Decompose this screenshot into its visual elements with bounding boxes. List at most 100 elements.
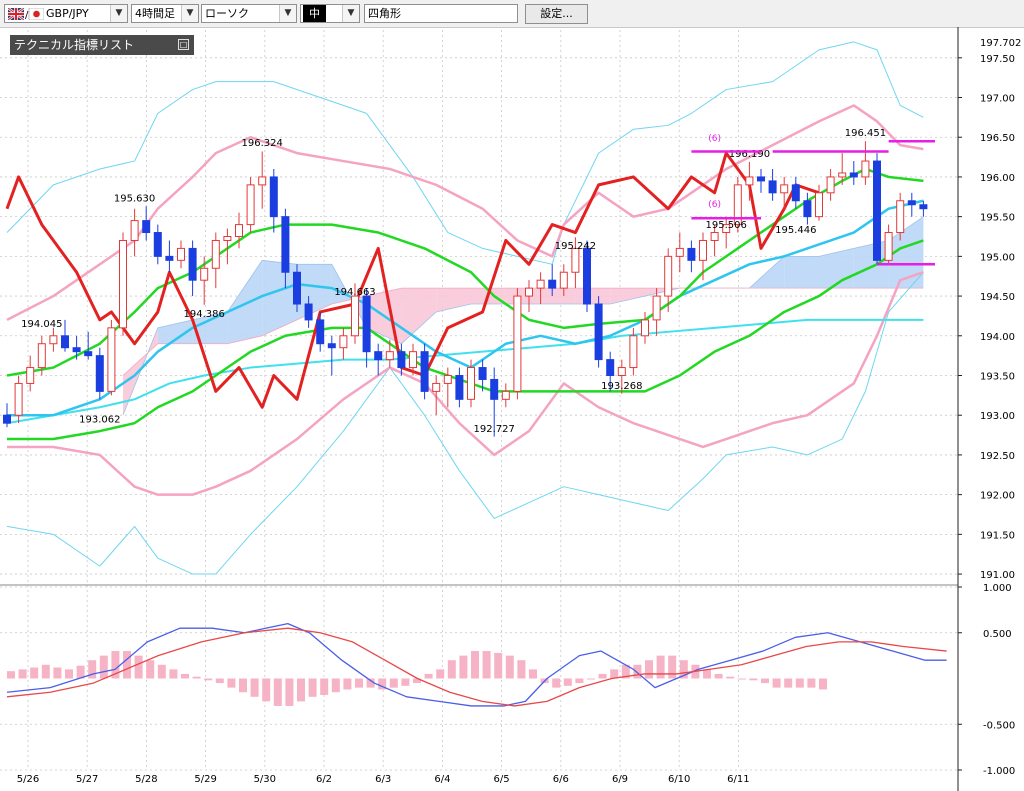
- chart-grid: [0, 30, 958, 771]
- cloud-span-a: [122, 216, 924, 416]
- price-chart[interactable]: 194.045 193.062 195.630 194.386 196.324 194.6…: [0, 27, 1024, 791]
- cloud-segment: [436, 288, 471, 312]
- candle-body: [490, 378, 499, 400]
- price-tick-label: 192.00: [980, 491, 1015, 502]
- histogram-bar: [563, 678, 572, 686]
- price-tick-label: 197.00: [980, 94, 1015, 105]
- candle-body: [95, 355, 104, 392]
- timeframe-select[interactable]: 4時間足 ▼: [131, 4, 199, 23]
- histogram-bar: [761, 678, 769, 684]
- price-annotation: 193.062: [79, 414, 120, 425]
- macd-tick-label: 0.500: [983, 629, 1012, 640]
- candle-body: [559, 271, 568, 289]
- drawing-tool-field[interactable]: 四角形: [364, 4, 518, 23]
- cloud-segment: [610, 288, 645, 305]
- histogram-bar: [482, 651, 491, 679]
- candle-body: [652, 295, 661, 321]
- candle-body: [849, 172, 858, 178]
- settings-button[interactable]: 設定...: [525, 4, 588, 24]
- candle-body: [838, 172, 847, 178]
- histogram-bar: [378, 678, 387, 690]
- date-label: 6/6: [553, 774, 569, 785]
- histogram-bar: [447, 660, 456, 679]
- histogram-bar: [749, 678, 758, 681]
- bollinger-upper-1: [6, 104, 924, 322]
- histogram-bar: [331, 678, 340, 693]
- bollinger-lower-1: [7, 271, 924, 496]
- cloud-segment: [575, 288, 611, 305]
- price-tick-label: 193.50: [980, 371, 1015, 382]
- candle-body: [258, 176, 267, 186]
- chevron-down-icon[interactable]: ▼: [110, 5, 127, 22]
- candle-body: [641, 319, 649, 337]
- indicator-list-panel[interactable]: テクニカル指標リスト □: [10, 35, 194, 55]
- candle-body: [304, 303, 313, 321]
- histogram-bar: [239, 678, 247, 693]
- histogram-bar: [204, 678, 213, 681]
- price-annotation: 195.242: [555, 241, 596, 252]
- macd-line: [6, 622, 947, 707]
- macd-tick-label: 1.000: [983, 583, 1012, 594]
- histogram-bar: [169, 669, 178, 679]
- candle-body: [675, 247, 684, 257]
- price-tick-label: 192.50: [980, 451, 1015, 462]
- macd-panel: [6, 622, 947, 707]
- chevron-down-icon[interactable]: ▼: [279, 5, 296, 22]
- cloud-segment: [540, 288, 576, 305]
- candle-body: [26, 367, 35, 384]
- candle-body: [351, 295, 359, 337]
- candle-body: [235, 224, 243, 238]
- histogram-bar: [273, 678, 282, 706]
- histogram-bar: [99, 655, 108, 679]
- current-price-label: 197.702: [980, 38, 1021, 49]
- histogram-bar: [598, 673, 607, 679]
- histogram-bar: [123, 651, 131, 679]
- candle-body: [699, 239, 707, 261]
- histogram-bar: [517, 660, 526, 679]
- chevron-down-icon[interactable]: ▼: [181, 5, 198, 22]
- chart-style-select[interactable]: ローソク ▼: [201, 4, 297, 23]
- uk-japan-flag-icon: /: [8, 8, 44, 20]
- histogram-bar: [737, 678, 746, 680]
- candle-body: [455, 374, 464, 400]
- histogram-bar: [53, 667, 62, 679]
- candle-body: [536, 279, 545, 289]
- candle-body: [200, 267, 209, 281]
- candle-body: [501, 390, 510, 400]
- histogram-bar: [645, 660, 653, 679]
- candle-body: [37, 343, 46, 369]
- price-annotation: 193.268: [601, 381, 642, 392]
- candle-body: [687, 247, 696, 261]
- candle-body: [316, 319, 325, 345]
- candle-body: [884, 232, 893, 261]
- chevron-down-icon[interactable]: ▼: [342, 5, 359, 22]
- cloud-segment: [505, 288, 541, 305]
- cloud-segment: [192, 311, 228, 344]
- histogram-bar: [436, 669, 445, 679]
- candle-body: [745, 176, 754, 186]
- candle-body: [293, 271, 301, 305]
- macd-tick-label: -1.000: [983, 766, 1015, 777]
- histogram-bar: [30, 667, 39, 679]
- histogram-bar: [587, 678, 595, 680]
- candle-body: [397, 351, 406, 369]
- candle-body: [478, 367, 487, 380]
- histogram-bar: [250, 678, 259, 697]
- candle-body: [61, 335, 69, 349]
- restore-icon[interactable]: □: [178, 39, 189, 50]
- price-tick-label: 194.00: [980, 332, 1015, 343]
- candle-body: [710, 232, 719, 241]
- bollinger-upper-2: [6, 41, 924, 265]
- histogram-bar: [88, 660, 97, 679]
- toolbar: / GBP/JPY ▼ 4時間足 ▼ ローソク ▼ 中 ▼ 四角形 設定...: [0, 0, 1024, 28]
- candle-body: [525, 287, 533, 297]
- symbol-select[interactable]: / GBP/JPY ▼: [4, 4, 128, 23]
- histogram-bar: [679, 660, 688, 679]
- candle-body: [722, 224, 731, 234]
- cloud-segment: [262, 260, 297, 336]
- candle-body: [165, 255, 174, 261]
- histogram-bar: [459, 655, 468, 679]
- histogram-bar: [7, 671, 15, 679]
- size-select[interactable]: 中 ▼: [300, 4, 360, 23]
- candle-body: [119, 239, 127, 329]
